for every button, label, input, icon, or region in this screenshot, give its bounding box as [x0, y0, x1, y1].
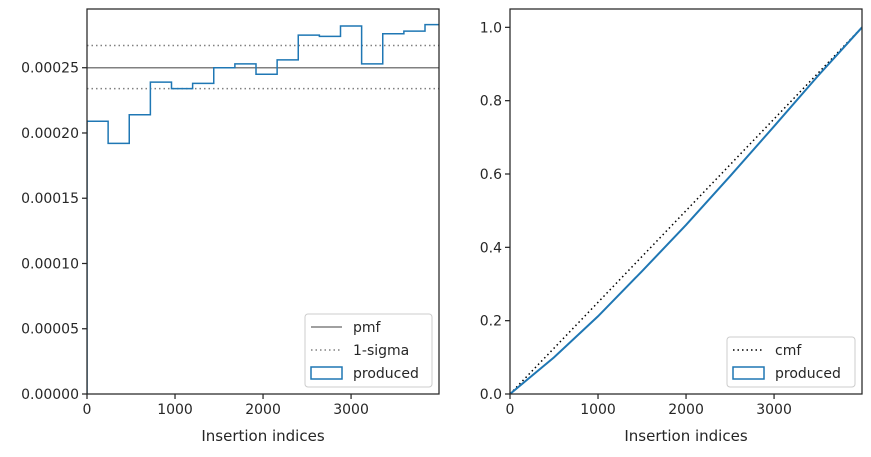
legend-box: [304, 313, 433, 388]
plot-area: [510, 26, 862, 394]
y-tick-label: 0.4: [480, 240, 502, 256]
plot-area: [87, 23, 439, 394]
y-tick-label: 0.2: [480, 314, 502, 330]
legend-label-cmf: cmf: [775, 343, 802, 359]
x-axis-label: Insertion indices: [624, 427, 747, 445]
y-tick-label: 0.00000: [21, 387, 79, 403]
legend-box: [726, 336, 856, 388]
y-tick-label: 0.0: [480, 387, 502, 403]
x-tick-label: 2000: [245, 402, 281, 418]
x-axis-label: Insertion indices: [201, 427, 324, 445]
x-tick-label: 0: [83, 402, 92, 418]
legend-label-1-sigma: 1-sigma: [353, 343, 409, 359]
x-tick-label: 1000: [580, 402, 616, 418]
y-tick-label: 0.00020: [21, 126, 79, 142]
right-chart: 0 1000 2000 3000 0.0 0.2 0.4 0.6 0.8 1.0 Insertion…: [480, 8, 863, 445]
legend-handle-produced: [310, 366, 343, 380]
x-tick-label: 3000: [756, 402, 792, 418]
legend-label-produced: produced: [353, 366, 419, 382]
y-tick-label: 0.8: [480, 94, 502, 110]
y-tick-label: 0.00010: [21, 256, 79, 272]
legend-label-produced: produced: [775, 366, 841, 382]
legend: cmf produced: [726, 336, 856, 388]
series-produced-line: [510, 26, 862, 394]
series-produced-step: [87, 23, 439, 394]
y-tick-label: 0.6: [480, 167, 502, 183]
y-tick-label: 0.00015: [21, 191, 79, 207]
y-tick-label: 1.0: [480, 20, 502, 36]
y-tick-label: 0.00025: [21, 61, 79, 77]
axes-frame: [509, 8, 863, 395]
x-tick-label: 3000: [333, 402, 369, 418]
y-tick-label: 0.00005: [21, 322, 79, 338]
legend-handle-produced: [732, 366, 765, 380]
x-tick-label: 2000: [668, 402, 704, 418]
legend-label-pmf: pmf: [353, 320, 382, 336]
series-cmf-line: [510, 26, 862, 394]
x-tick-label: 1000: [157, 402, 193, 418]
x-tick-label: 0: [506, 402, 515, 418]
legend: pmf 1-sigma produced: [304, 313, 433, 388]
left-chart: 0 1000 2000 3000 0.00000 0.00005 0.00010 0.0001…: [21, 8, 440, 445]
